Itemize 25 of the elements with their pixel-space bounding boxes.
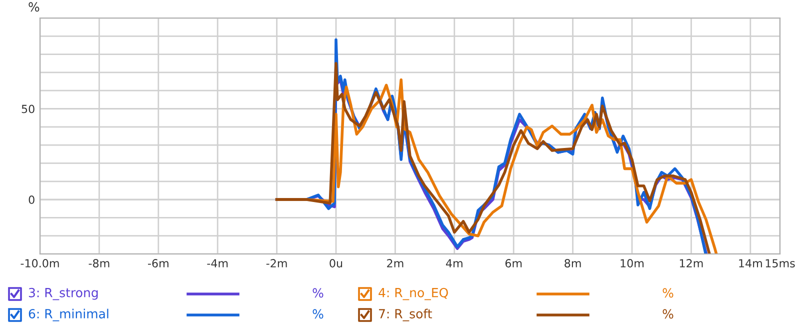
text: % [662, 309, 674, 319]
x-tick-label: -8m [88, 259, 110, 268]
legend-label: 7: R_soft [379, 308, 432, 322]
legend-label: 3: R_strong [28, 288, 98, 300]
x-tick-label: 0u [330, 259, 342, 268]
legend-label: 4: R_no_EQ [378, 288, 448, 300]
x-tick-label: 6m [505, 259, 522, 268]
text: % [312, 309, 324, 319]
x-tick-label: -2m [266, 259, 287, 268]
x-tick-label: 12m [680, 259, 703, 268]
text: % [312, 288, 324, 298]
legend-label: 6: R_minimal [28, 308, 108, 322]
x-tick-label: -10.0m [20, 259, 59, 268]
x-tick-label: -6m [148, 259, 168, 268]
x-tick-label: 14m [739, 259, 762, 268]
text: % [662, 288, 674, 298]
x-tick-label: 15ms [766, 259, 795, 268]
x-tick-label: 4m [446, 259, 462, 268]
x-tick-label: 2m [387, 259, 404, 268]
x-tick-label: 10m [620, 259, 644, 268]
y-axis-title: % [28, 2, 40, 12]
y-tick-label: 50 [22, 104, 34, 114]
y-tick-label: 0 [28, 196, 34, 204]
x-tick-label: 8m [564, 259, 581, 268]
x-tick-label: -4m [207, 259, 228, 268]
